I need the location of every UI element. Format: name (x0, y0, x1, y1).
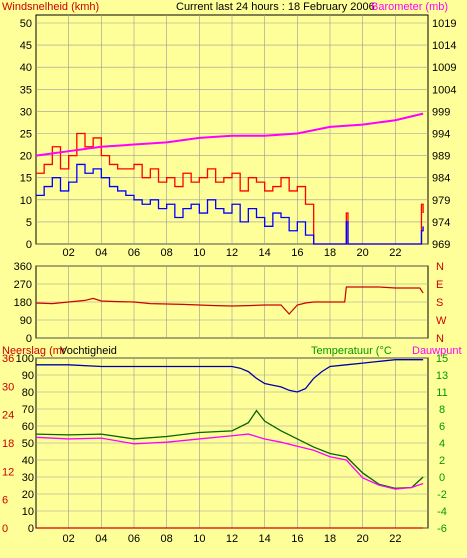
panel1-x-tick-label: 22 (389, 247, 401, 259)
panel3-temp-tick-label: -4 (437, 506, 447, 518)
panel1-y-tick-label: 5 (26, 217, 32, 229)
wind-direction-series (35, 286, 424, 315)
panel1-y-right-tick-label: 974 (432, 217, 450, 229)
panel1-y-right-tick-label: 1009 (432, 62, 456, 74)
panel1-y-tick-label: 30 (20, 106, 32, 118)
panel3-temp-tick-label: 15 (436, 353, 448, 365)
title-left: Windsnelheid (kmh) (2, 1, 99, 13)
panel3-rain-tick-label: 36 (2, 353, 14, 365)
panel3-temp-tick-label: 11 (436, 387, 447, 399)
panel1-x-tick-label: 16 (291, 247, 303, 259)
panel2-compass-label: E (436, 279, 443, 291)
barometer-series (35, 112, 424, 157)
panel3-rain-tick-label: 24 (2, 410, 14, 422)
panel2-compass-label: W (436, 315, 447, 327)
panel3-x-tick-label: 14 (259, 533, 271, 545)
panel3-humidity-tick-label: 70 (22, 404, 34, 416)
panel3-temp-label: Temperatuur (°C (311, 345, 392, 357)
panel3-x-tick-label: 16 (291, 533, 303, 545)
panel3-humidity-tick-label: 50 (22, 438, 34, 450)
panel2-compass-label: N (436, 333, 444, 345)
title-center: Current last 24 hours : 18 February 2006 (176, 1, 375, 13)
panel1-y-right-tick-label: 989 (432, 151, 450, 163)
panel3-temp-tick-label: -6 (437, 523, 447, 535)
panel3-rain-tick-label: 30 (2, 381, 14, 393)
panel1-y-right-tick-label: 984 (432, 173, 450, 185)
panel1-y-tick-label: 40 (20, 62, 32, 74)
panel2-y-tick-label: 270 (14, 279, 32, 291)
panel3-temp-tick-label: 8 (439, 404, 445, 416)
panel1-y-right-tick-label: 999 (432, 106, 450, 118)
panel1-x-tick-label: 04 (95, 247, 107, 259)
panel3-humidity-tick-label: 40 (22, 455, 34, 467)
panel3-x-tick-label: 02 (63, 533, 75, 545)
panel3-temp-tick-label: 0 (439, 472, 445, 484)
panel3-humidity-label: Vochtigheid (60, 345, 117, 357)
panel1-y-tick-label: 50 (20, 18, 32, 30)
panel1-y-tick-label: 35 (20, 84, 32, 96)
panel3-rain-tick-label: 0 (2, 523, 8, 535)
panel3-x-tick-label: 04 (95, 533, 107, 545)
panel3-humidity-tick-label: 80 (22, 387, 34, 399)
dewpoint-series (35, 433, 424, 490)
panel1-y-right-tick-label: 1004 (432, 84, 456, 96)
panel1-y-tick-label: 15 (20, 173, 32, 185)
panel1-y-tick-label: 25 (20, 129, 32, 141)
temperature-series (35, 409, 424, 489)
panel3-temp-tick-label: 2 (439, 455, 445, 467)
panel1-x-tick-label: 18 (324, 247, 336, 259)
panel3-humidity-tick-label: 60 (22, 421, 34, 433)
panel3-x-tick-label: 22 (389, 533, 401, 545)
panel2-y-tick-label: 180 (14, 297, 32, 309)
panel1-y-tick-label: 45 (20, 40, 32, 52)
panel3-dewpoint-label: Dauwpunt (412, 345, 462, 357)
panel1-y-right-tick-label: 1014 (432, 40, 456, 52)
panel3-humidity-tick-label: 90 (22, 370, 34, 382)
panel1-x-tick-label: 12 (226, 247, 238, 259)
panel1-y-right-tick-label: 969 (432, 239, 450, 251)
wind-speed-series (36, 132, 424, 245)
panel3-x-tick-label: 08 (161, 533, 173, 545)
wind-gust-series (36, 163, 424, 245)
panel3-humidity-tick-label: 20 (22, 489, 34, 501)
panel1-x-tick-label: 06 (128, 247, 140, 259)
panel1-x-tick-label: 10 (193, 247, 205, 259)
panel2-compass-label: S (436, 297, 443, 309)
humidity-series (36, 359, 424, 393)
panel1-x-tick-label: 02 (63, 247, 75, 259)
panel3-rain-label: Neerslag (mr (2, 345, 66, 357)
panel3-temp-tick-label: -2 (437, 489, 447, 501)
title-right: Barometer (mb) (371, 1, 448, 13)
panel3-x-tick-label: 18 (324, 533, 336, 545)
panel3-temp-tick-label: 6 (439, 421, 445, 433)
panel1-x-tick-label: 20 (357, 247, 369, 259)
panel3-humidity-tick-label: 0 (28, 523, 34, 535)
panel1-y-tick-label: 20 (20, 151, 32, 163)
panel2-y-tick-label: 0 (26, 333, 32, 345)
panel1-y-right-tick-label: 994 (432, 129, 450, 141)
panel3-rain-tick-label: 6 (2, 495, 8, 507)
panel2-compass-label: N (436, 261, 444, 273)
panel3-x-tick-label: 20 (357, 533, 369, 545)
panel1-y-tick-label: 0 (26, 239, 32, 251)
panel3-humidity-tick-label: 100 (16, 353, 34, 365)
panel2-y-tick-label: 360 (14, 261, 32, 273)
panel3-humidity-tick-label: 30 (22, 472, 34, 484)
panel3-x-tick-label: 06 (128, 533, 140, 545)
panel1-y-right-tick-label: 979 (432, 195, 450, 207)
panel1-y-tick-label: 10 (20, 195, 32, 207)
panel1-y-right-tick-label: 1019 (432, 18, 456, 30)
panel3-temp-tick-label: 4 (439, 438, 445, 450)
panel2-y-tick-label: 90 (20, 315, 32, 327)
panel1-x-tick-label: 08 (161, 247, 173, 259)
panel1-x-tick-label: 14 (259, 247, 271, 259)
panel3-temp-tick-label: 13 (436, 370, 448, 382)
panel3-rain-tick-label: 18 (2, 438, 14, 450)
panel3-x-tick-label: 10 (193, 533, 205, 545)
panel3-rain-tick-label: 12 (2, 466, 14, 478)
panel3-humidity-tick-label: 10 (22, 506, 34, 518)
panel3-x-tick-label: 12 (226, 533, 238, 545)
